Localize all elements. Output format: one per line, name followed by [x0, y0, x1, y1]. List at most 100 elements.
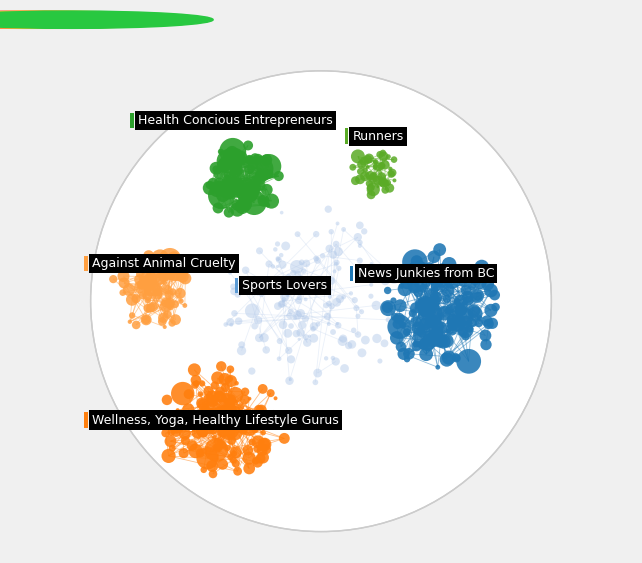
Point [332, 258, 342, 267]
Point [242, 173, 252, 182]
Point [191, 379, 201, 388]
Point [155, 254, 165, 263]
Text: Runners: Runners [352, 130, 404, 143]
Point [236, 415, 246, 424]
Point [413, 288, 423, 297]
Point [228, 147, 238, 156]
Point [222, 171, 232, 180]
Point [373, 182, 383, 191]
Point [144, 282, 154, 291]
Point [313, 256, 323, 265]
Point [356, 167, 366, 176]
Point [228, 455, 238, 464]
Point [370, 157, 381, 166]
Point [223, 208, 234, 217]
Point [160, 323, 170, 332]
Point [177, 272, 187, 281]
Point [173, 405, 183, 414]
Text: Health Concious Entrepreneurs: Health Concious Entrepreneurs [138, 114, 333, 127]
Point [268, 262, 278, 271]
Point [280, 292, 290, 301]
Point [184, 390, 194, 399]
Point [190, 381, 200, 390]
Point [218, 191, 228, 200]
Point [374, 162, 384, 171]
Point [243, 187, 253, 196]
Point [284, 311, 295, 320]
Point [435, 245, 445, 254]
Point [368, 185, 378, 194]
Point [381, 179, 391, 188]
Point [244, 454, 254, 463]
Point [236, 180, 246, 189]
Point [249, 183, 259, 192]
Point [230, 417, 240, 426]
Point [378, 152, 388, 161]
Point [248, 283, 258, 292]
Point [256, 290, 266, 299]
Point [402, 328, 412, 337]
Point [355, 175, 365, 184]
Point [144, 251, 154, 260]
Point [222, 418, 232, 427]
Point [214, 388, 224, 397]
Point [355, 242, 365, 251]
Point [442, 336, 452, 345]
Point [442, 355, 452, 364]
Point [237, 202, 247, 211]
Point [299, 266, 309, 275]
Point [225, 318, 236, 327]
Point [202, 454, 213, 463]
Point [371, 301, 381, 310]
Point [191, 376, 201, 385]
Point [443, 306, 453, 315]
Point [127, 311, 137, 320]
Point [229, 428, 239, 437]
Point [153, 288, 164, 297]
Point [144, 274, 154, 283]
Point [264, 260, 274, 269]
Point [241, 185, 252, 194]
Point [141, 315, 151, 324]
Point [183, 263, 193, 272]
Point [210, 381, 220, 390]
Point [366, 190, 376, 199]
Point [232, 169, 242, 178]
Point [350, 296, 360, 305]
Point [387, 168, 397, 177]
Point [292, 311, 302, 320]
Point [455, 317, 465, 326]
Point [424, 262, 435, 271]
Point [432, 278, 442, 287]
Point [230, 161, 241, 170]
Point [347, 340, 357, 349]
Point [270, 394, 281, 403]
Point [282, 291, 293, 300]
Point [258, 453, 268, 462]
Point [235, 168, 245, 177]
Point [249, 414, 259, 423]
Point [242, 410, 252, 419]
Point [476, 262, 487, 271]
Point [207, 409, 217, 418]
Point [247, 437, 257, 446]
Point [241, 266, 251, 275]
Point [291, 280, 301, 289]
Point [143, 275, 153, 284]
Point [226, 405, 236, 414]
Point [455, 307, 465, 316]
Point [357, 271, 367, 280]
Point [279, 434, 290, 443]
Point [402, 279, 412, 288]
Point [201, 409, 211, 418]
Point [217, 393, 227, 402]
Point [160, 428, 171, 437]
Point [261, 170, 272, 179]
Point [291, 329, 302, 338]
Point [408, 309, 418, 318]
Point [425, 317, 435, 326]
Point [238, 189, 248, 198]
Point [195, 426, 205, 435]
Point [232, 467, 243, 476]
Point [230, 157, 241, 166]
